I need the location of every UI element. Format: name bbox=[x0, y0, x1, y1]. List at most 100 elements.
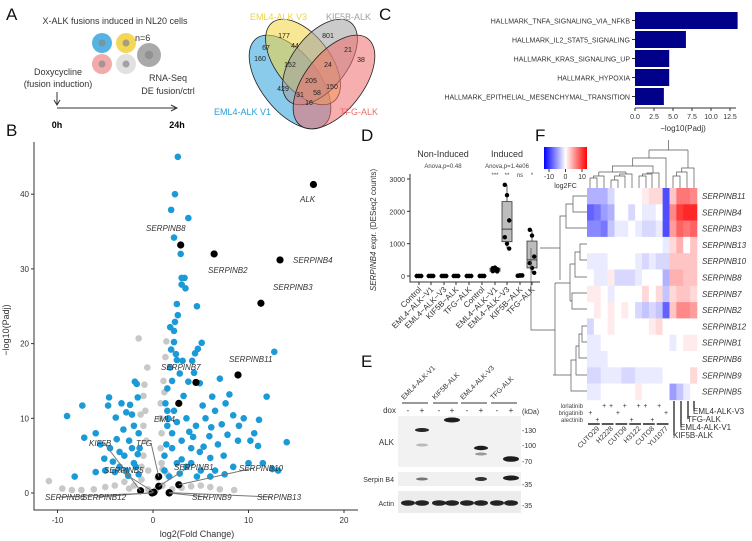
box-y-label: SERPINB4 expr. (DESeq2 counts) bbox=[369, 169, 378, 292]
heatmap-cell bbox=[669, 334, 677, 352]
heatmap-cell bbox=[607, 351, 615, 368]
volcano-point-significant bbox=[134, 394, 142, 401]
heatmap-cell bbox=[628, 351, 636, 368]
heatmap-cell bbox=[614, 334, 622, 352]
heatmap-cell bbox=[628, 236, 636, 254]
heatmap-cell bbox=[587, 269, 595, 287]
volcano-point-significant bbox=[173, 356, 181, 364]
heatmap-cell bbox=[676, 220, 684, 238]
heatmap-cell bbox=[600, 334, 608, 352]
anova-induced: Anova,p=1.4e06 bbox=[485, 164, 530, 170]
heatmap-cell bbox=[607, 383, 615, 401]
venn-count: 160 bbox=[254, 56, 266, 63]
heatmap-cell bbox=[593, 188, 602, 205]
volcano-y-tick-label: 0 bbox=[25, 489, 30, 498]
heatmap-cell bbox=[676, 351, 684, 368]
heatmap-cell bbox=[593, 285, 602, 303]
heatmap-cell bbox=[655, 188, 663, 205]
volcano-point-ns bbox=[78, 486, 85, 494]
heatmap-cell bbox=[662, 253, 670, 270]
heatmap-cell bbox=[628, 285, 636, 303]
box-point bbox=[507, 246, 512, 251]
volcano-point-significant bbox=[164, 415, 172, 422]
heatmap-cell bbox=[655, 302, 663, 319]
dox-state: - bbox=[438, 406, 441, 415]
volcano-x-tick-label: 0 bbox=[151, 516, 156, 525]
heatmap-cell bbox=[621, 188, 629, 205]
volcano-point-significant bbox=[171, 318, 179, 326]
volcano-point-significant bbox=[172, 350, 180, 358]
heatmap-row-label: SERPINB4 bbox=[702, 208, 742, 217]
heatmap-cell bbox=[621, 285, 629, 303]
volcano-point-ns bbox=[135, 335, 142, 342]
volcano-gene-label: SERPINB3 bbox=[273, 283, 313, 292]
box-point bbox=[431, 273, 436, 279]
volcano-point-significant bbox=[207, 454, 214, 462]
volcano-point-significant bbox=[207, 473, 214, 480]
volcano-point-significant bbox=[101, 467, 109, 474]
volcano-point-significant bbox=[206, 432, 213, 440]
heatmap-cell bbox=[690, 285, 698, 303]
bar bbox=[635, 69, 670, 86]
volcano-point-ns bbox=[45, 477, 53, 485]
heatmap-cell bbox=[662, 285, 670, 303]
volcano-point-significant bbox=[245, 459, 252, 467]
nucleus-icon bbox=[122, 39, 130, 47]
volcano-point-ns bbox=[162, 353, 169, 361]
alk-band bbox=[415, 428, 429, 432]
heatmap-cell bbox=[683, 351, 691, 368]
volcano-y-tick-label: 40 bbox=[20, 190, 29, 199]
volcano-point-significant bbox=[226, 391, 233, 398]
volcano-point-significant bbox=[134, 450, 142, 458]
volcano-point-significant bbox=[250, 429, 258, 437]
heatmap-cell bbox=[683, 334, 691, 352]
panel-label-d: D bbox=[361, 126, 373, 145]
heatmap-cell bbox=[648, 220, 657, 238]
volcano-x-tick-label: 10 bbox=[244, 516, 253, 525]
volcano-point-significant bbox=[283, 438, 291, 446]
heatmap-cell bbox=[621, 220, 629, 238]
box-point bbox=[527, 227, 532, 232]
box-point bbox=[492, 265, 498, 270]
volcano-point-significant bbox=[274, 467, 282, 474]
volcano-point-significant bbox=[163, 441, 170, 448]
volcano-gene-label: SERPINB9 bbox=[192, 493, 232, 502]
colorbar-tick: 10 bbox=[578, 174, 586, 181]
heatmap-cell bbox=[635, 383, 643, 401]
heatmap-cell bbox=[607, 204, 615, 221]
actin-band bbox=[460, 500, 474, 506]
heatmap-cell bbox=[628, 269, 636, 287]
nucleus-icon bbox=[98, 39, 106, 47]
volcano-point-significant bbox=[259, 459, 267, 467]
heatmap-cell bbox=[628, 302, 636, 319]
heatmap-cell bbox=[642, 285, 650, 303]
box-y-label-gene: SERPINB4 bbox=[369, 251, 378, 291]
volcano-label-leader bbox=[158, 466, 190, 487]
heatmap-cell bbox=[600, 253, 608, 270]
dox-state: - bbox=[407, 406, 410, 415]
significance-label: ** bbox=[505, 173, 510, 179]
heatmap-cell bbox=[690, 236, 698, 254]
heatmap-cell bbox=[600, 236, 608, 254]
serpinb4-band bbox=[416, 477, 428, 481]
heatmap-cell bbox=[635, 204, 643, 221]
readout-sublabel: DE fusion/ctrl bbox=[141, 86, 195, 96]
cell-icons bbox=[92, 33, 161, 74]
heatmap-cell bbox=[587, 383, 595, 401]
box-point bbox=[507, 218, 512, 223]
panel-label-b: B bbox=[6, 121, 17, 140]
heatmap-row-label: SERPINB6 bbox=[702, 355, 742, 364]
volcano-point-significant bbox=[122, 409, 130, 416]
heatmap-cell bbox=[635, 220, 643, 238]
venn-count: 801 bbox=[322, 33, 334, 40]
volcano-y-label: −log10(Padj) bbox=[1, 304, 11, 355]
volcano-point-ns bbox=[157, 415, 164, 422]
bar bbox=[635, 31, 686, 48]
heatmap-cell bbox=[669, 383, 677, 401]
volcano-point-significant bbox=[229, 463, 237, 471]
blot-label-serpinb4: Serpin B4 bbox=[363, 477, 394, 484]
volcano-gene-label: SERPINB12 bbox=[82, 493, 127, 502]
heatmap-cell bbox=[642, 253, 650, 270]
heatmap-row-label: SERPINB13 bbox=[702, 241, 747, 250]
drug-plus-marker: + bbox=[650, 417, 654, 424]
